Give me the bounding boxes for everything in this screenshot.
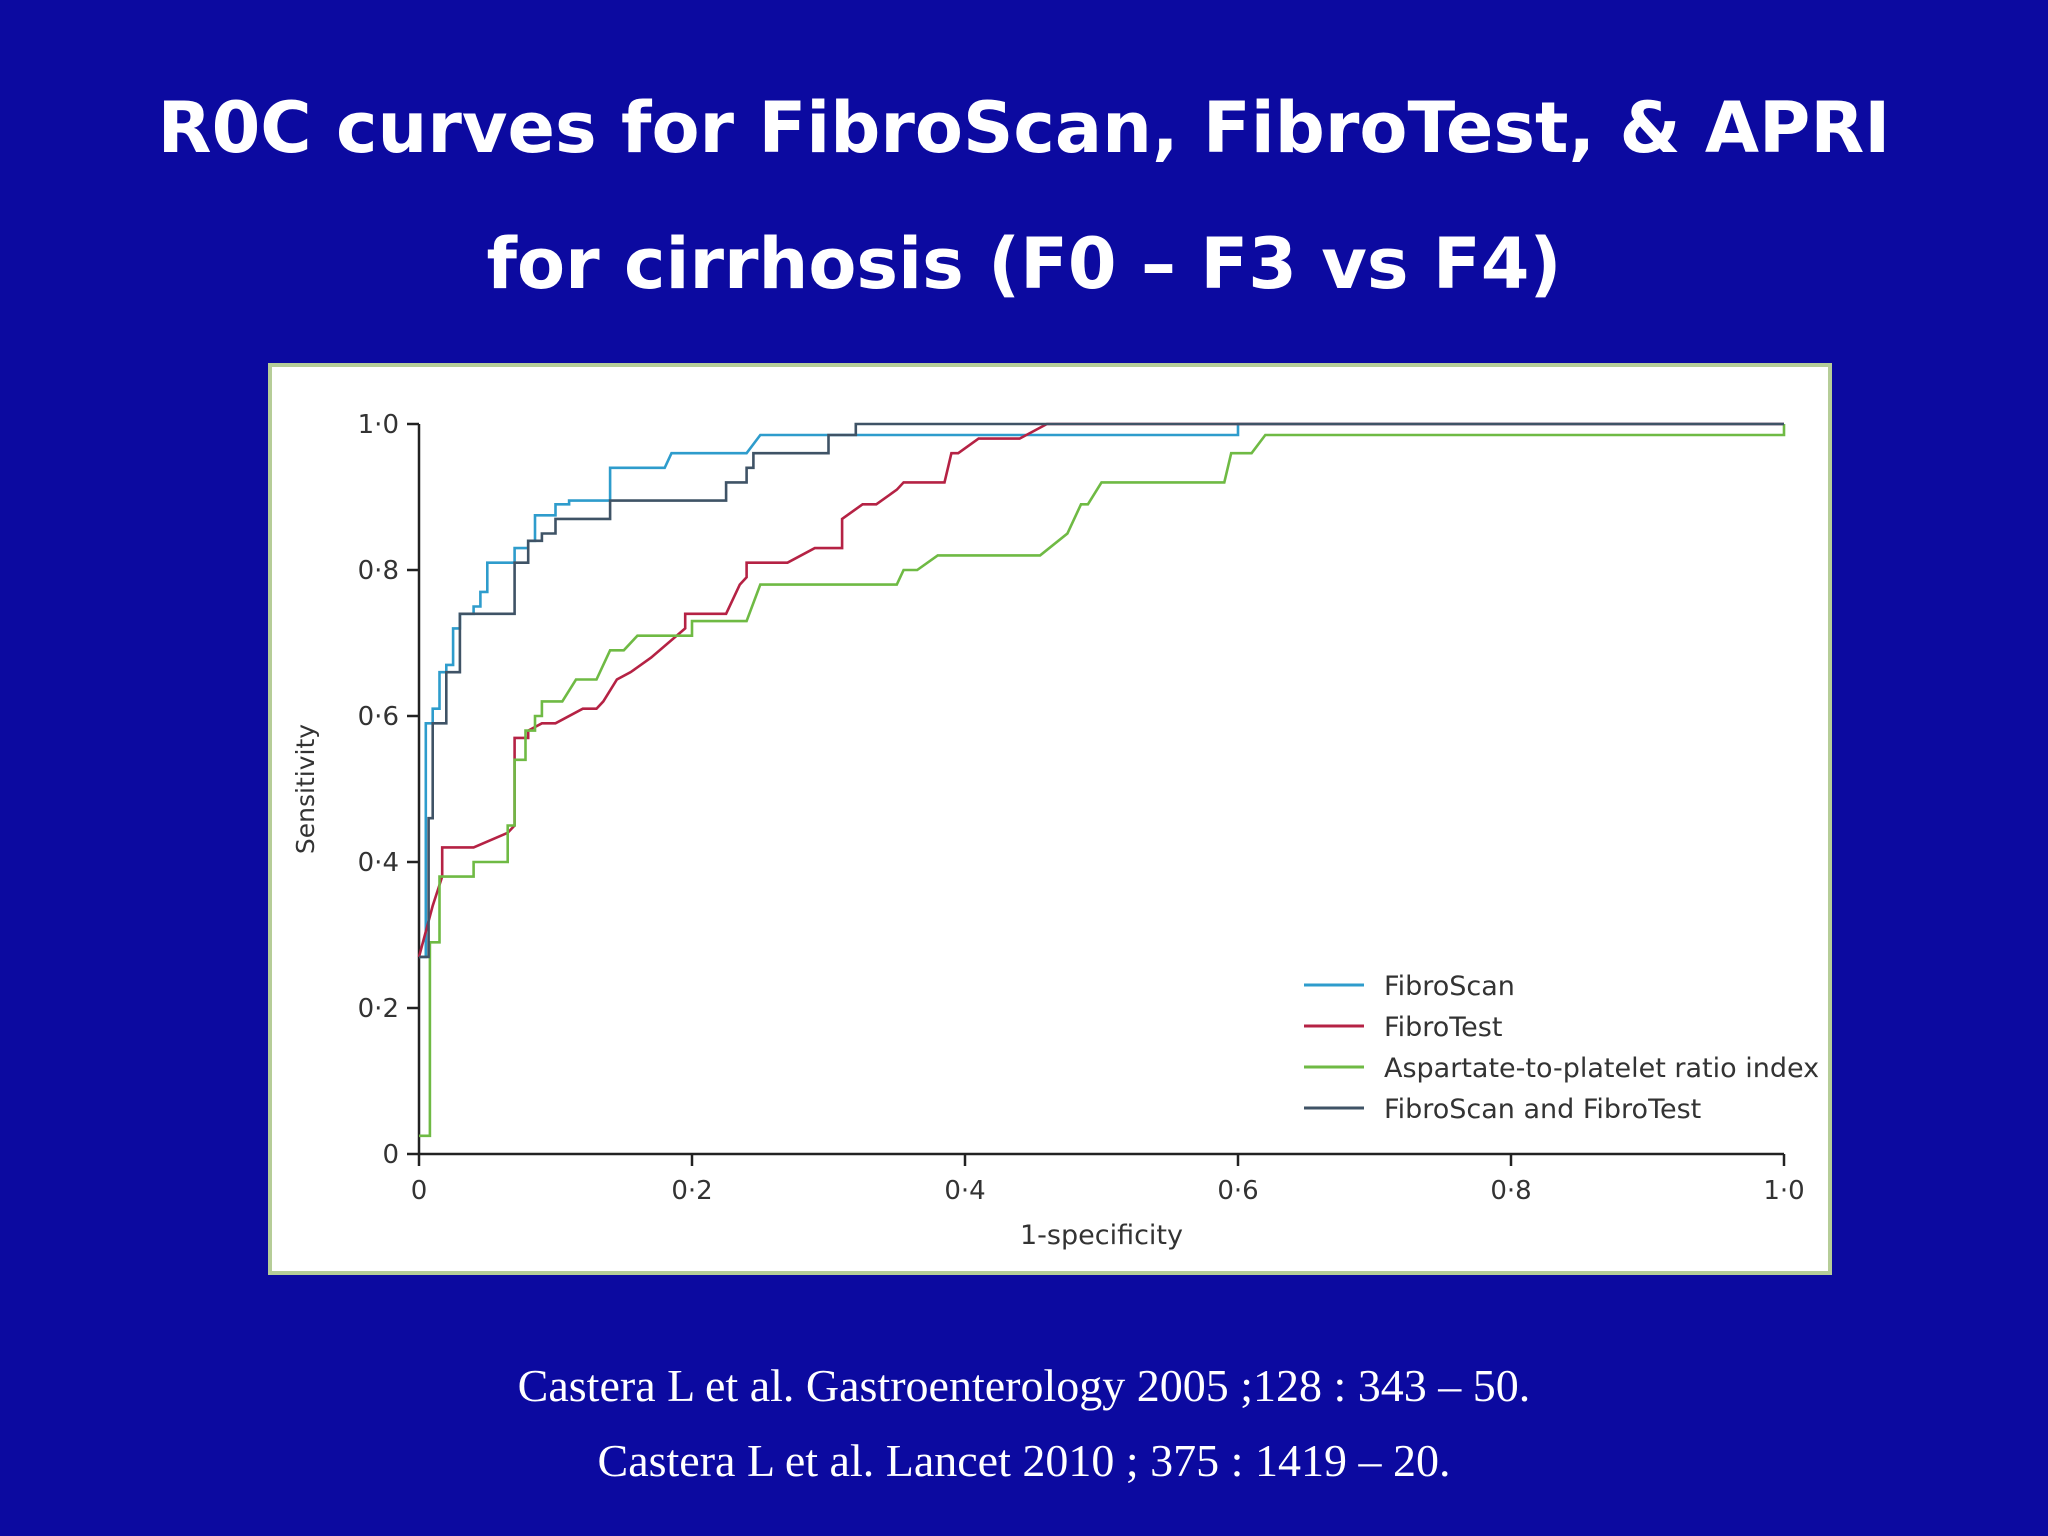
y-tick-label: 0·8 — [358, 556, 399, 586]
series-line-2 — [417, 422, 1784, 958]
y-tick-label: 0 — [382, 1140, 399, 1170]
x-tick-label: 0·6 — [1217, 1176, 1258, 1206]
axes: 0 0·2 0·4 0·6 0·8 1·0 0 0·2 0·4 0·6 0·8 1·0 — [358, 410, 1805, 1206]
x-tick-label: 0·4 — [944, 1176, 985, 1206]
legend: FibroScan FibroTest Aspartate-to-platelet … — [1304, 971, 1819, 1125]
x-tick-label: 1·0 — [1763, 1176, 1804, 1206]
series-line-4 — [419, 422, 1784, 959]
legend-label: FibroScan and FibroTest — [1384, 1094, 1701, 1125]
legend-label: FibroTest — [1384, 1012, 1502, 1043]
series-line-3 — [419, 424, 1786, 1138]
y-axis-title: Sensitivity — [291, 724, 320, 854]
y-tick-label: 0·2 — [358, 994, 399, 1024]
series-lines — [417, 422, 1786, 1138]
roc-chart-panel: 0 0·2 0·4 0·6 0·8 1·0 0 0·2 0·4 0·6 0·8 1·0 FibroSc… — [268, 363, 1832, 1275]
citation-1: Castera L et al. Gastroenterology 2005 ;… — [517, 1360, 1531, 1411]
series-line-1 — [419, 422, 1784, 959]
slide-title: R0C curves for FibroScan, FibroTest, & A… — [0, 60, 2048, 332]
roc-chart: 0 0·2 0·4 0·6 0·8 1·0 0 0·2 0·4 0·6 0·8 1·0 FibroSc… — [291, 410, 1819, 1251]
citations: Castera L et al. Gastroenterology 2005 ;… — [0, 1348, 2048, 1498]
x-tick-label: 0·2 — [671, 1176, 712, 1206]
y-tick-label: 1·0 — [358, 410, 399, 440]
slide-title-line-2: for cirrhosis (F0 – F3 vs F4) — [486, 223, 1562, 305]
y-tick-label: 0·6 — [358, 702, 399, 732]
x-tick-label: 0 — [411, 1176, 428, 1206]
x-tick-label: 0·8 — [1490, 1176, 1531, 1206]
y-tick-label: 0·4 — [358, 848, 399, 878]
citation-2: Castera L et al. Lancet 2010 ; 375 : 141… — [597, 1435, 1451, 1486]
legend-label: Aspartate-to-platelet ratio index — [1384, 1053, 1819, 1084]
slide-title-line-1: R0C curves for FibroScan, FibroTest, & A… — [157, 87, 1891, 169]
x-axis-title: 1-specificity — [1020, 1220, 1183, 1251]
legend-label: FibroScan — [1384, 971, 1515, 1002]
